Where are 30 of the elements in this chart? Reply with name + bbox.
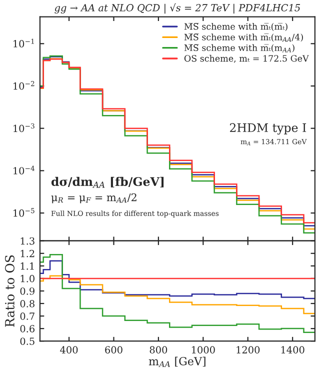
y-tick-label: 0.9 xyxy=(20,287,34,295)
y-tick-label: 1.2 xyxy=(20,250,34,258)
legend-label: OS scheme, mₜ = 172.5 GeV xyxy=(184,54,309,63)
y-tick-label: 0.5 xyxy=(20,338,34,345)
chart-title: gg → AA at NLO QCD | √s = 27 TeV | PDF4LHC15 xyxy=(54,3,300,14)
x-tick-label: 800 xyxy=(150,346,168,354)
y-tick-label: 0.7 xyxy=(20,312,34,320)
annotation: μ$_{R}$ = μ$_{F}$ = m$_{AA}$/2 xyxy=(51,193,136,204)
legend-label: M̅S̅ scheme with m̅ₜ(m$_{AA}$) xyxy=(184,44,294,52)
y-tick-label: 0.6 xyxy=(20,325,34,332)
x-tick-label: 400 xyxy=(60,346,78,354)
y-tick-label: 1.1 xyxy=(20,262,34,270)
x-tick-label: 600 xyxy=(105,346,122,354)
annotation: 2HDM type I xyxy=(230,123,306,135)
y-tick-label: 10$^{−1}$ xyxy=(14,38,34,48)
legend-label: M̅S̅ scheme with m̅ₜ(m̅ₜ) xyxy=(184,22,288,31)
y-axis-title: Ratio to OS xyxy=(5,255,14,327)
x-tick-label: 1400 xyxy=(281,346,304,354)
y-tick-label: 1.0 xyxy=(20,274,34,282)
y-tick-label: 10$^{−4}$ xyxy=(14,166,35,174)
legend-label: M̅S̅ scheme with m̅ₜ(m$_{AA}$/4) xyxy=(184,34,303,42)
y-tick-label: 10$^{−5}$ xyxy=(14,208,34,217)
y-tick-label: 1.3 xyxy=(20,237,34,245)
x-tick-label: 1000 xyxy=(192,346,215,354)
y-tick-label: 10$^{−2}$ xyxy=(14,81,34,90)
x-axis-title: m$_{AA}$ [GeV] xyxy=(148,356,206,367)
y-tick-label: 10$^{−3}$ xyxy=(14,123,34,132)
y-tick-label: 0.8 xyxy=(20,300,34,308)
x-tick-label: 1200 xyxy=(236,346,260,354)
annotation: dσ/dm$_{AA}$ [fb/GeV] xyxy=(51,176,164,188)
